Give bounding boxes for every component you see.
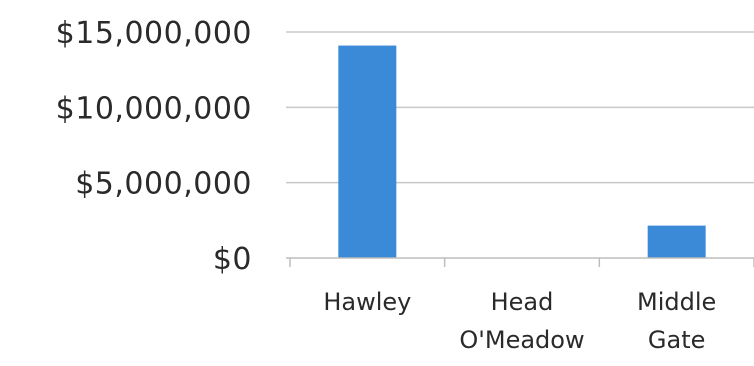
x-tick-label: Middle (637, 288, 716, 316)
x-tick-label: Hawley (323, 288, 411, 316)
y-tick-label: $10,000,000 (56, 91, 252, 126)
x-tick-label: Head (491, 288, 554, 316)
bar-hawley (338, 45, 397, 259)
y-tick-label: $0 (213, 242, 252, 277)
y-axis-tick-labels: $0 $5,000,000 $10,000,000 $15,000,000 (56, 16, 252, 277)
x-tick-label: O'Meadow (459, 326, 584, 354)
bars (338, 45, 706, 259)
x-axis-tick-labels: Hawley Head O'Meadow Middle Gate (323, 288, 716, 354)
x-axis (286, 257, 754, 267)
bar-middle-gate (647, 225, 706, 258)
x-tick-label: Gate (648, 326, 705, 354)
y-tick-label: $15,000,000 (56, 16, 252, 51)
y-tick-label: $5,000,000 (75, 167, 252, 202)
